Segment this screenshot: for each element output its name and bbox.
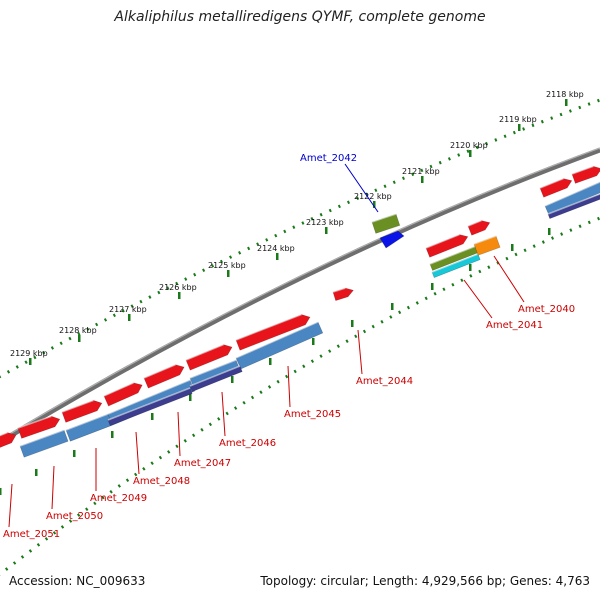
ruler-tick-labels: 2118 kbp 2119 kbp 2120 kbp 2121 kbp 2122 kbp… xyxy=(10,90,584,358)
ruler-tick xyxy=(29,358,32,365)
label-leader-line xyxy=(287,365,291,408)
ruler-tick xyxy=(276,253,279,260)
gene-label[interactable]: Amet_2042 xyxy=(300,153,357,164)
ruler-tick xyxy=(421,176,424,183)
genome-backbone xyxy=(0,147,600,445)
ruler-tick xyxy=(391,303,394,310)
ruler-tick xyxy=(227,270,230,277)
inner-ruler-arc xyxy=(0,216,600,577)
ruler-ticks xyxy=(0,99,568,495)
feature-band-green[interactable] xyxy=(371,213,401,234)
ruler-tick xyxy=(78,335,81,342)
gene-label-leaders xyxy=(8,163,525,528)
ruler-tick xyxy=(469,264,472,271)
gene-label[interactable]: Amet_2049 xyxy=(90,493,147,504)
label-leader-line xyxy=(493,255,525,303)
ruler-tick-label: 2118 kbp xyxy=(546,90,584,99)
cds-reverse-arrow[interactable] xyxy=(379,230,405,249)
cds-forward-arrow[interactable] xyxy=(17,415,61,439)
label-leader-line xyxy=(177,411,181,457)
cds-forward-arrow[interactable] xyxy=(185,343,233,371)
ruler-tick xyxy=(518,124,521,131)
genome-backbone-highlight xyxy=(0,147,600,441)
ruler-tick xyxy=(151,413,154,420)
label-leader-line xyxy=(221,391,226,437)
accession-text: Accession: NC_009633 xyxy=(9,574,146,588)
label-leader-line xyxy=(463,279,493,319)
cds-forward-arrow[interactable] xyxy=(0,431,17,449)
ruler-tick-label: 2120 kbp xyxy=(450,141,488,150)
ruler-tick xyxy=(231,376,234,383)
ruler-tick xyxy=(351,320,354,327)
outer-ruler-arc xyxy=(0,98,600,379)
ruler-tick-label: 2125 kbp xyxy=(208,261,246,270)
ruler-tick xyxy=(73,450,76,457)
cds-forward-arrow[interactable] xyxy=(103,382,143,407)
ruler-tick xyxy=(178,292,181,299)
gene-label[interactable]: Amet_2041 xyxy=(486,320,543,331)
ruler-tick xyxy=(373,201,376,208)
cds-forward-arrow[interactable] xyxy=(425,233,469,258)
feature-band-purple[interactable] xyxy=(107,387,193,426)
cds-forward-arrow[interactable] xyxy=(571,165,600,184)
ruler-tick-label: 2122 kbp xyxy=(354,192,392,201)
ruler-tick-label: 2121 kbp xyxy=(402,167,440,176)
ruler-tick-label: 2128 kbp xyxy=(59,326,97,335)
gene-label[interactable]: Amet_2040 xyxy=(518,304,575,315)
label-leader-line xyxy=(357,329,363,375)
ruler-tick-label: 2126 kbp xyxy=(159,283,197,292)
feature-band-orange[interactable] xyxy=(473,235,501,256)
ruler-tick xyxy=(269,358,272,365)
ruler-tick xyxy=(189,394,192,401)
label-leader-line xyxy=(344,163,379,213)
gene-label[interactable]: Amet_2044 xyxy=(356,376,413,387)
cds-forward-arrow[interactable] xyxy=(235,313,311,351)
ruler-tick-label: 2119 kbp xyxy=(499,115,537,124)
map-title: Alkaliphilus metalliredigens QYMF, compl… xyxy=(114,9,486,25)
gene-labels: Amet_2040 Amet_2041 Amet_2042 Amet_2044 Amet… xyxy=(3,153,575,540)
ruler-tick xyxy=(565,99,568,106)
cds-forward-arrow[interactable] xyxy=(467,219,491,236)
feature-band-purple[interactable] xyxy=(189,365,243,392)
topology-text: Topology: circular; Length: 4,929,566 bp… xyxy=(260,574,590,588)
ruler-tick xyxy=(35,469,38,476)
ruler-tick xyxy=(325,227,328,234)
cds-forward-arrow[interactable] xyxy=(61,399,103,423)
gene-label[interactable]: Amet_2048 xyxy=(133,476,190,487)
gene-features xyxy=(0,165,600,458)
ruler-tick-label: 2129 kbp xyxy=(10,349,48,358)
label-leader-line xyxy=(135,431,140,475)
ruler-tick xyxy=(431,283,434,290)
feature-band-blue[interactable] xyxy=(235,321,324,370)
ruler-tick-label: 2124 kbp xyxy=(257,244,295,253)
cds-forward-arrow[interactable] xyxy=(332,287,354,301)
feature-band-blue[interactable] xyxy=(19,429,69,458)
cds-forward-arrow[interactable] xyxy=(143,364,185,389)
ruler-tick xyxy=(111,431,114,438)
gene-label[interactable]: Amet_2051 xyxy=(3,529,60,540)
gene-label[interactable]: Amet_2047 xyxy=(174,458,231,469)
gene-label[interactable]: Amet_2050 xyxy=(46,511,103,522)
ruler-tick xyxy=(312,338,315,345)
gene-label[interactable]: Amet_2046 xyxy=(219,438,276,449)
ruler-tick xyxy=(0,488,2,495)
feature-band-purple[interactable] xyxy=(547,193,600,220)
label-leader-line xyxy=(8,483,13,528)
label-leader-line xyxy=(51,465,55,510)
gene-label[interactable]: Amet_2045 xyxy=(284,409,341,420)
ruler-tick xyxy=(511,244,514,251)
ruler-tick-label: 2123 kbp xyxy=(306,218,344,227)
cds-forward-arrow[interactable] xyxy=(539,177,573,198)
ruler-tick xyxy=(469,150,472,157)
ruler-tick-label: 2127 kbp xyxy=(109,305,147,314)
feature-band-cyan[interactable] xyxy=(431,253,481,278)
feature-band-blue[interactable] xyxy=(544,181,600,216)
ruler-tick xyxy=(548,228,551,235)
ruler-tick xyxy=(128,314,131,321)
feature-band-blue[interactable] xyxy=(65,413,113,442)
